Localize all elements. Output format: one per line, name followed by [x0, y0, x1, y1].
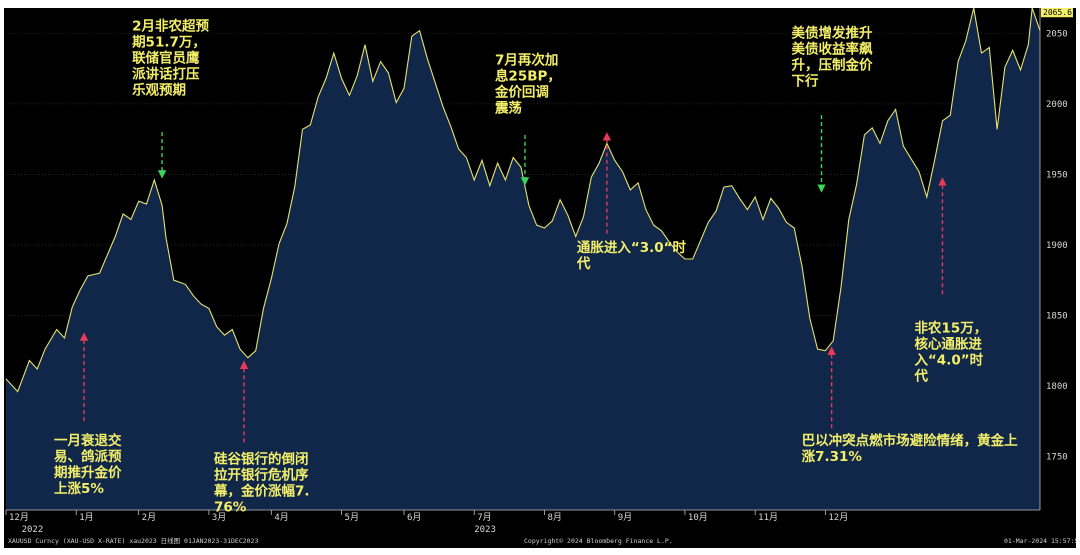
- x-tick-label: 1月: [79, 512, 93, 523]
- annotation-line: 2月非农超预: [132, 18, 209, 35]
- y-tick-label: 1800: [1046, 382, 1068, 392]
- annotation-line: 巴以冲突点燃市场避险情绪，黄金上: [802, 432, 1018, 449]
- x-tick-label: 2月: [142, 512, 156, 523]
- annotation-line: 拉开银行危机序: [214, 466, 309, 483]
- x-tick-label: 8月: [547, 512, 561, 523]
- footer-timestamp: 01-Mar-2024 15:57:51: [1004, 537, 1076, 545]
- last-value-label: 2065.61: [1043, 8, 1076, 17]
- annotation-line: 核心通胀进: [914, 335, 982, 352]
- y-tick-label: 1950: [1046, 170, 1068, 180]
- chart-frame: 1750 1800 1850 1900 1950 2000 2050 2065.61 12月 1月…: [4, 8, 1076, 548]
- price-line: [5, 8, 1041, 393]
- x-tick-label: 12月: [828, 512, 848, 523]
- annotation-line: 幕，金价涨幅7.: [213, 482, 310, 499]
- annotation-line: 硅谷银行的倒闭: [214, 450, 308, 467]
- annotation-line: 震荡: [494, 99, 522, 116]
- x-tick-label: 11月: [758, 512, 778, 523]
- annotation-line: 美债收益率飙: [791, 41, 872, 58]
- x-tick-label: 7月: [477, 512, 491, 523]
- annotation-line: 涨7.31%: [802, 449, 863, 465]
- annotation-line: 联储官员鹰: [132, 50, 200, 67]
- annotation-line: 76%: [214, 499, 247, 515]
- y-tick-label: 2050: [1046, 29, 1068, 39]
- x-tick-label: 6月: [407, 512, 421, 523]
- x-tick-label: 5月: [345, 512, 359, 523]
- annotation-line: 升，压制金价: [791, 57, 872, 74]
- last-value-tag: [1041, 8, 1073, 18]
- annotation-line: 易、鸽派预: [54, 448, 122, 465]
- gold-price-chart: 1750 1800 1850 1900 1950 2000 2050 2065.61 12月 1月…: [5, 8, 1076, 545]
- footer-left: XAUUSD Curncy (XAU-USD X-RATE) xau2023 日…: [8, 536, 258, 545]
- annotation-line: 下行: [791, 73, 818, 90]
- x-tick-label: 3月: [212, 512, 226, 523]
- annotation-line: 派讲话打压: [132, 66, 200, 83]
- annotation-line: 通胀进入“3.0“时: [577, 239, 687, 256]
- annotation-line: 息25BP，: [495, 67, 561, 84]
- annotation-line: 金价回调: [494, 83, 549, 100]
- annotation-line: 代: [576, 255, 591, 272]
- annotation-line: 代: [913, 367, 928, 384]
- year-label: 2022: [22, 525, 44, 535]
- annotation-line: 非农15万，: [914, 319, 987, 336]
- x-tick-label: 4月: [274, 512, 288, 523]
- annotation-line: 乐观预期: [132, 82, 186, 99]
- x-tick-label: 10月: [688, 512, 708, 523]
- annotation-line: 上涨5%: [54, 481, 104, 497]
- y-tick-label: 1850: [1046, 311, 1068, 321]
- annotation-line: 期推升金价: [54, 464, 122, 481]
- annotation-line: 一月衰退交: [54, 432, 122, 449]
- annotation-text: 通胀进入“3.0“时代: [576, 239, 687, 272]
- annotation-line: 美债增发推升: [791, 25, 872, 42]
- x-tick-label: 9月: [618, 512, 632, 523]
- y-tick-label: 1750: [1046, 452, 1068, 462]
- annotation-line: 入“4.0”时: [914, 351, 983, 368]
- annotation-line: 期51.7万，: [132, 35, 206, 51]
- x-tick-label: 12月: [9, 512, 29, 523]
- year-label: 2023: [474, 525, 496, 535]
- y-tick-label: 1900: [1046, 241, 1068, 251]
- y-tick-label: 2000: [1046, 100, 1068, 110]
- footer-copyright: Copyright© 2024 Bloomberg Finance L.P.: [524, 537, 673, 545]
- annotation-line: 7月再次加: [495, 51, 558, 68]
- price-area: [6, 8, 1040, 510]
